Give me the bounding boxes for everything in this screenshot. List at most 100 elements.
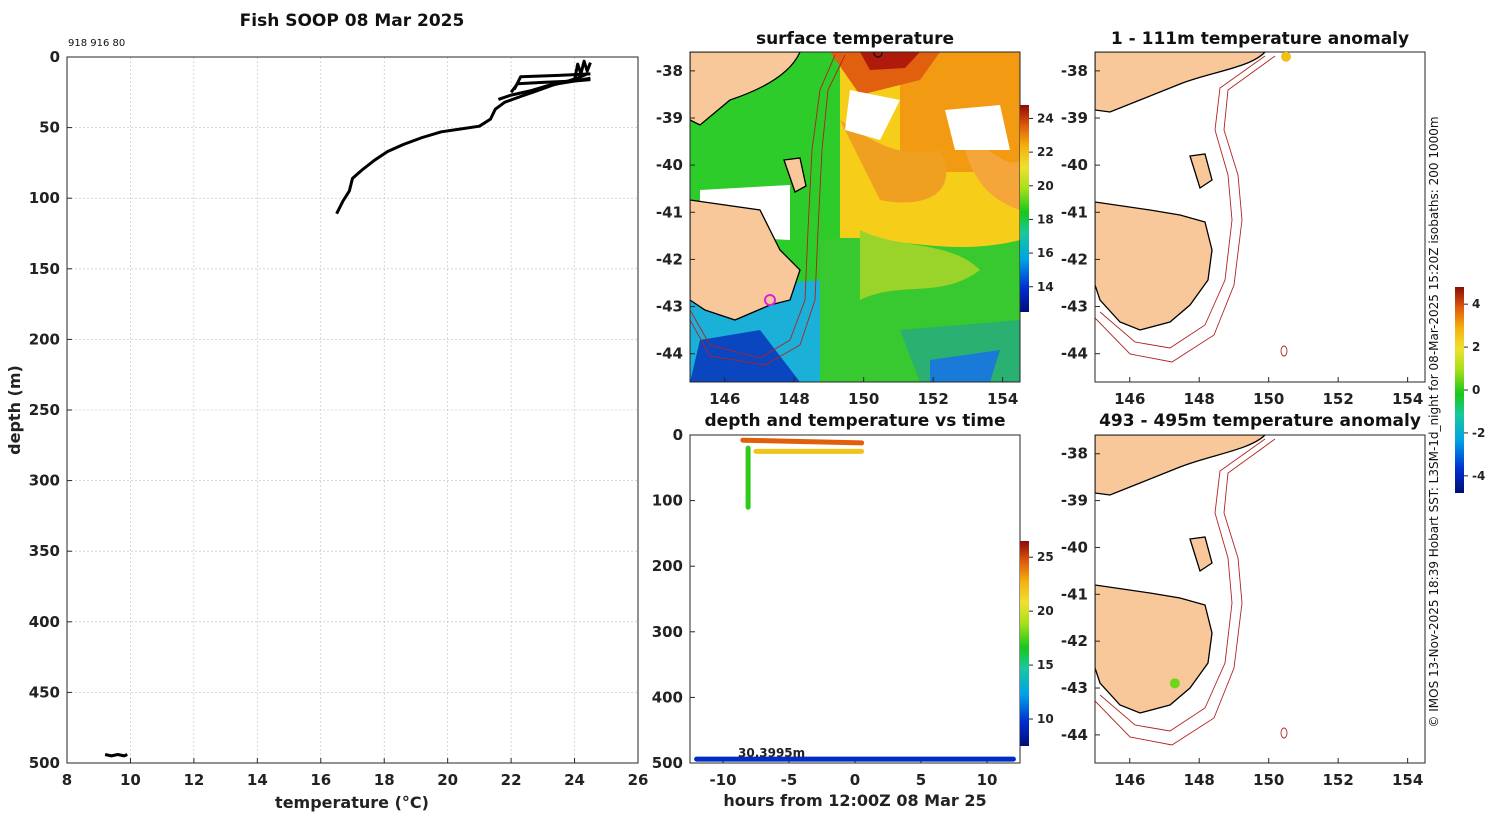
profile-title: Fish SOOP 08 Mar 2025	[240, 11, 465, 31]
anomaly-deep-ticks: 146 148 150 152 154 -38 -39 -40 -41 -42 -43 -44	[1061, 445, 1423, 789]
anomaly-shallow-xtick-label: 152	[1323, 390, 1354, 408]
sst-ytick-label: -44	[656, 345, 683, 363]
anomaly-shallow-ytick-label: -40	[1061, 156, 1088, 174]
profile-ytick-label: 0	[50, 48, 60, 66]
profile-xtick-label: 18	[374, 771, 395, 789]
timeseries-colorbar-tick-label: 25	[1037, 550, 1054, 564]
sst-ytick-label: -43	[656, 298, 683, 316]
anomaly-shallow-ytick-label: -39	[1061, 109, 1088, 127]
credit-text: © IMOS 13-Nov-2025 18:39 Hobart SST: L3S…	[1427, 116, 1441, 727]
timeseries-colorbar-tick-label: 10	[1037, 712, 1054, 726]
anomaly-deep-panel: 493 - 495m temperature anomaly 146 148 150…	[1061, 411, 1426, 789]
timeseries-xtick-label: 0	[850, 771, 860, 789]
timeseries-ytick-label: 500	[652, 754, 683, 772]
sst-field	[690, 52, 1020, 382]
profile-ytick-label: 400	[29, 613, 60, 631]
profile-ticks: 8 10 12 14 16 18 20 22 24 26 0 50 100 150 200 250 300 350…	[29, 48, 649, 789]
profile-xtick-label: 26	[628, 771, 649, 789]
anomaly-deep-ytick-label: -41	[1061, 585, 1088, 603]
timeseries-colorbar	[1020, 541, 1029, 746]
sst-ticks: 146 148 150 152 154 -38 -39 -40 -41 -42 -43 -44	[656, 62, 1018, 408]
anomaly-deep-points	[1169, 678, 1180, 689]
profile-xtick-label: 20	[437, 771, 458, 789]
timeseries-ytick-label: 400	[652, 688, 683, 706]
anomaly-shallow-xtick-label: 146	[1114, 390, 1145, 408]
profile-ytick-label: 200	[29, 330, 60, 348]
anomaly-colorbar-tick-label: 4	[1472, 297, 1480, 311]
profile-lines	[104, 59, 592, 758]
anomaly-shallow-axes	[1094, 51, 1426, 383]
anomaly-deep-ytick-label: -38	[1061, 445, 1088, 463]
anomaly-deep-xtick-label: 152	[1323, 771, 1354, 789]
profile-xtick-label: 14	[247, 771, 268, 789]
sst-xtick-label: 146	[709, 390, 740, 408]
sst-colorbar-tick-label: 20	[1037, 179, 1054, 193]
timeseries-colorbar-tick-label: 20	[1037, 604, 1054, 618]
profile-series-surface	[573, 59, 592, 80]
timeseries-ytick-label: 200	[652, 557, 683, 575]
sst-ytick-label: -42	[656, 250, 683, 268]
profile-xtick-label: 8	[62, 771, 72, 789]
timeseries-colorbar-ticks: 10 15 20 25	[1029, 550, 1054, 726]
sst-colorbar	[1020, 105, 1029, 312]
sst-xtick-label: 148	[779, 390, 810, 408]
anomaly-deep-xtick-label: 148	[1184, 771, 1215, 789]
anomaly-shallow-ytick-label: -42	[1061, 250, 1088, 268]
sst-ytick-label: -40	[656, 156, 683, 174]
profile-series-deep	[104, 753, 128, 758]
anomaly-deep-xtick-label: 150	[1253, 771, 1284, 789]
anomaly-shallow-point	[1281, 51, 1292, 62]
sst-colorbar-tick-label: 24	[1037, 111, 1054, 125]
sst-xtick-label: 152	[918, 390, 949, 408]
profile-xtick-label: 16	[310, 771, 331, 789]
anomaly-shallow-ytick-label: -43	[1061, 298, 1088, 316]
timeseries-title: depth and temperature vs time	[705, 411, 1006, 431]
anomaly-deep-title: 493 - 495m temperature anomaly	[1099, 411, 1421, 431]
anomaly-shallow-xtick-label: 154	[1392, 390, 1423, 408]
sst-colorbar-ticks: 14 16 18 20 22 24	[1029, 111, 1054, 294]
anomaly-shallow-map	[1095, 52, 1288, 363]
profile-grid	[66, 56, 639, 764]
anomaly-deep-point	[1169, 678, 1180, 689]
profile-ytick-label: 250	[29, 401, 60, 419]
profile-ytick-label: 50	[39, 119, 60, 137]
anomaly-colorbar	[1455, 287, 1464, 493]
sst-ytick-label: -38	[656, 62, 683, 80]
profile-ytick-label: 500	[29, 754, 60, 772]
anomaly-deep-ytick-label: -40	[1061, 538, 1088, 556]
profile-ylabel: depth (m)	[5, 365, 24, 455]
sst-colorbar-tick-label: 22	[1037, 145, 1054, 159]
anomaly-colorbar-tick-label: 0	[1472, 383, 1480, 397]
anomaly-colorbar-tick-label: -4	[1472, 469, 1485, 483]
anomaly-deep-ytick-label: -44	[1061, 726, 1088, 744]
anomaly-shallow-xtick-label: 150	[1253, 390, 1284, 408]
sst-colorbar-tick-label: 18	[1037, 212, 1054, 226]
profile-series-profile	[335, 72, 588, 215]
anomaly-colorbar-tick-label: 2	[1472, 340, 1480, 354]
profile-ytick-label: 450	[29, 683, 60, 701]
profile-xtick-label: 10	[120, 771, 141, 789]
sst-ytick-label: -41	[656, 203, 683, 221]
timeseries-panel: depth and temperature vs time -10 -5 0 5 100…	[652, 411, 1054, 810]
anomaly-shallow-panel: 1 - 111m temperature anomaly 146 148 150 15…	[1061, 29, 1426, 408]
anomaly-shallow-ytick-label: -44	[1061, 345, 1088, 363]
profile-xtick-label: 22	[501, 771, 522, 789]
anomaly-shallow-points	[1281, 51, 1292, 62]
sst-xtick-label: 150	[848, 390, 879, 408]
sst-colorbar-tick-label: 16	[1037, 246, 1054, 260]
anomaly-colorbar-ticks: -4 -2 0 2 4	[1464, 297, 1485, 483]
timeseries-ytick-label: 0	[673, 426, 683, 444]
anomaly-deep-ytick-label: -43	[1061, 679, 1088, 697]
anomaly-shallow-ytick-label: -41	[1061, 203, 1088, 221]
profile-ytick-label: 300	[29, 472, 60, 490]
sst-colorbar-tick-label: 14	[1037, 280, 1054, 294]
sst-title: surface temperature	[756, 29, 954, 49]
timeseries-annotation: 30.3995m	[738, 746, 805, 760]
timeseries-colorbar-tick-label: 15	[1037, 658, 1054, 672]
profile-subtitle: 918 916 80	[68, 38, 125, 49]
anomaly-shallow-title: 1 - 111m temperature anomaly	[1111, 29, 1409, 49]
anomaly-colorbar-tick-label: -2	[1472, 426, 1485, 440]
timeseries-ytick-label: 100	[652, 492, 683, 510]
timeseries-series-surface-track-a	[740, 437, 865, 446]
